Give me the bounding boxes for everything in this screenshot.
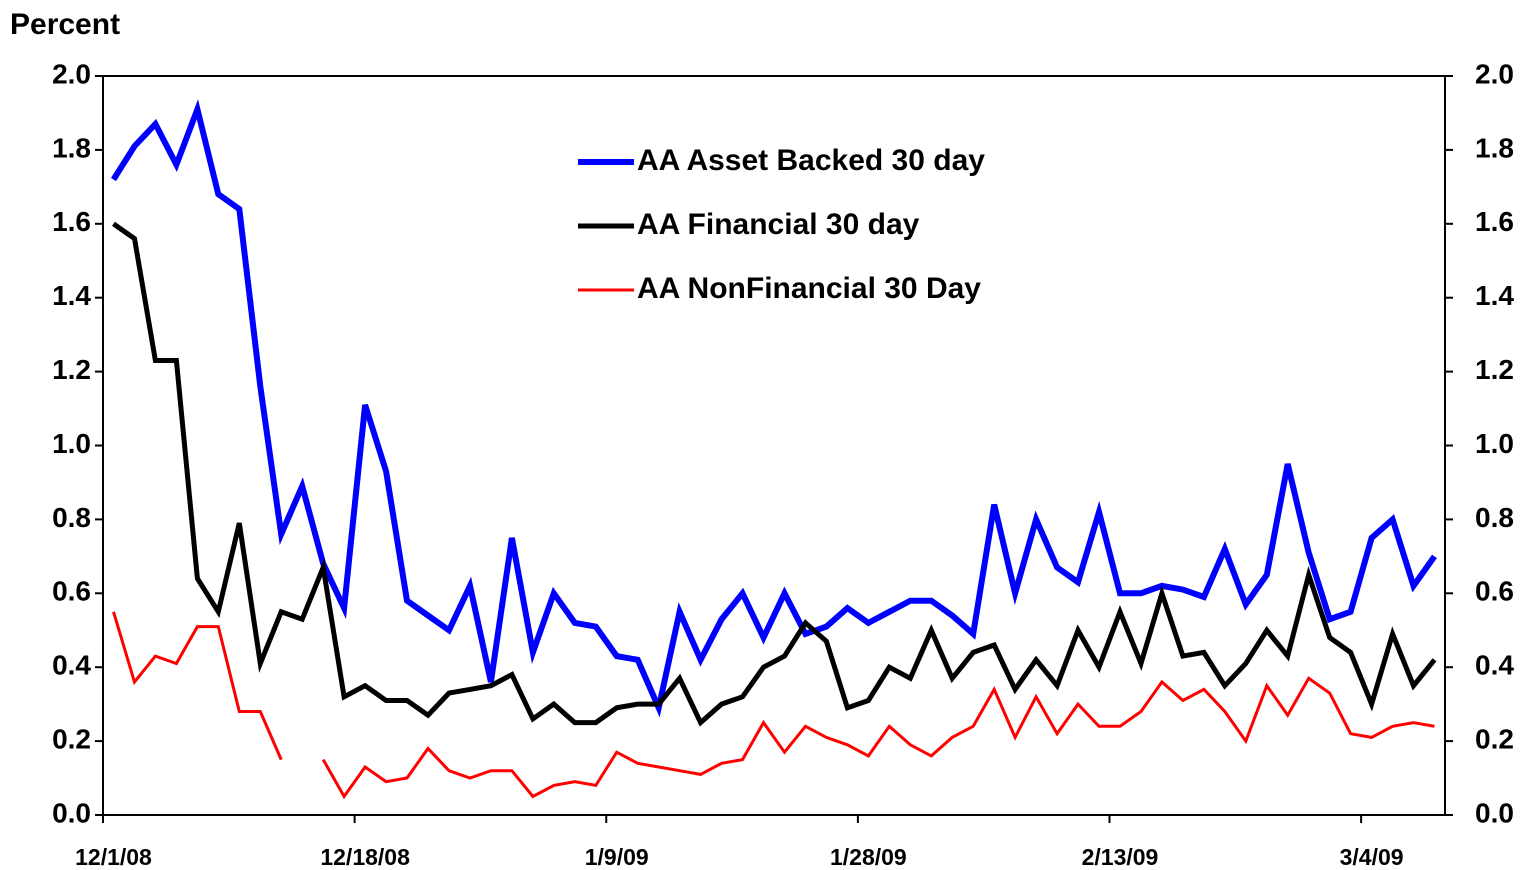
y-tick-label: 0.0 [52,797,91,828]
series-line [112,611,1435,800]
legend-label: AA Financial 30 day [637,208,920,241]
plot-area [102,75,1446,816]
series-line [110,99,1437,718]
series-line [112,221,1437,727]
y2-tick-label: 1.6 [1475,206,1514,237]
y-tick-label: 0.6 [52,576,91,607]
y2-tick-label: 0.0 [1475,797,1514,828]
y2-tick-label: 0.6 [1475,576,1514,607]
y-tick-label: 0.8 [52,502,91,533]
x-tick-label: 12/1/08 [75,844,152,870]
x-tick-label: 1/9/09 [585,844,649,870]
y-tick-label: 1.8 [52,132,91,163]
y2-tick-label: 2.0 [1475,58,1514,89]
y-tick-label: 1.4 [52,280,91,311]
y2-tick-label: 1.2 [1475,354,1514,385]
y2-tick-label: 1.4 [1475,280,1514,311]
y-tick-label: 2.0 [52,58,91,89]
y-tick-label: 1.2 [52,354,91,385]
y-tick-label: 1.6 [52,206,91,237]
x-tick-label: 2/13/09 [1082,844,1159,870]
y2-tick-label: 0.8 [1475,502,1514,533]
y2-tick-label: 0.4 [1475,650,1514,681]
y2-tick-label: 0.2 [1475,723,1514,754]
y-tick-label: 0.2 [52,723,91,754]
legend-label: AA NonFinancial 30 Day [637,272,981,305]
y2-tick-label: 1.0 [1475,428,1514,459]
x-tick-label: 3/4/09 [1340,844,1404,870]
legend-label: AA Asset Backed 30 day [637,144,985,177]
x-tick-label: 1/28/09 [830,844,907,870]
y-tick-label: 1.0 [52,428,91,459]
y2-tick-label: 1.8 [1475,132,1514,163]
x-tick-label: 12/18/08 [320,844,410,870]
y-axis-label: Percent [10,8,120,41]
y-tick-label: 0.4 [52,650,91,681]
